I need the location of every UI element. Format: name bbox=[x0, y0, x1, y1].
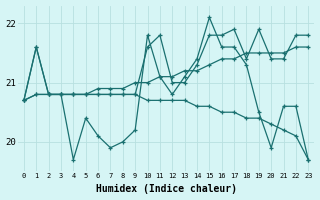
X-axis label: Humidex (Indice chaleur): Humidex (Indice chaleur) bbox=[96, 184, 236, 194]
